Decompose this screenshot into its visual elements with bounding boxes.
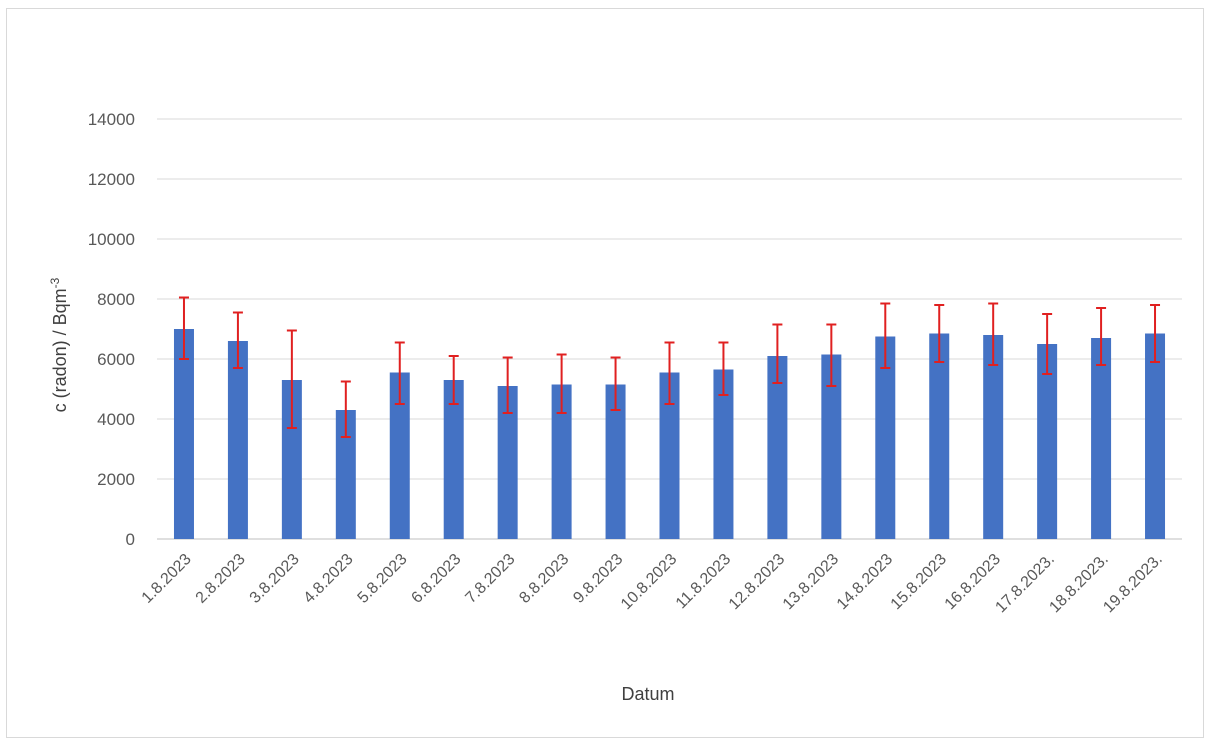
x-tick-labels: 1.8.20232.8.20233.8.20234.8.20235.8.2023…: [139, 551, 1166, 617]
bar: [173, 329, 194, 539]
x-tick-label: 14.8.2023: [834, 551, 896, 613]
y-axis-title-main: c (radon) / Bqm: [50, 288, 70, 412]
bar: [875, 336, 896, 539]
error-bar: [826, 323, 837, 387]
error-bar: [448, 355, 459, 405]
y-axis-title-superscript: -3: [48, 277, 62, 288]
error-bar: [664, 341, 675, 405]
error-bar: [1042, 313, 1053, 375]
y-tick-label: 12000: [88, 170, 135, 189]
y-tick-label: 6000: [97, 350, 135, 369]
error-bar: [988, 302, 999, 366]
gridlines: [157, 118, 1182, 540]
error-bar: [610, 356, 621, 411]
x-tick-label: 4.8.2023: [301, 551, 357, 607]
error-bar: [232, 311, 243, 369]
bar: [821, 354, 842, 539]
bars: [173, 329, 1166, 539]
bar: [605, 384, 626, 539]
error-bar: [178, 296, 189, 360]
error-bars: [178, 296, 1161, 438]
error-bar: [772, 323, 783, 384]
x-axis-title: Datum: [621, 684, 674, 704]
y-tick-label: 2000: [97, 470, 135, 489]
y-tick-labels: 0 2000 4000 6000 8000 10000 12000 14000: [88, 110, 135, 549]
y-tick-label: 14000: [88, 110, 135, 129]
bar: [1145, 333, 1166, 539]
y-axis-title: c (radon) / Bqm-3: [48, 277, 70, 412]
error-bar: [880, 302, 891, 369]
x-tick-label: 6.8.2023: [408, 551, 464, 607]
bar: [1091, 338, 1112, 539]
x-tick-label: 8.8.2023: [516, 551, 572, 607]
x-tick-label: 9.8.2023: [570, 551, 626, 607]
error-bar: [1150, 304, 1161, 363]
x-tick-label: 2.8.2023: [193, 551, 249, 607]
bar: [551, 384, 572, 539]
x-tick-label: 12.8.2023: [726, 551, 788, 613]
bar: [1037, 344, 1058, 539]
x-tick-label: 3.8.2023: [247, 551, 303, 607]
bar: [335, 410, 356, 539]
bar: [983, 335, 1004, 539]
bar: [389, 372, 410, 539]
bar: [929, 333, 950, 539]
bar: [281, 380, 302, 539]
bar: [767, 356, 788, 539]
y-tick-label: 8000: [97, 290, 135, 309]
bar: [443, 380, 464, 539]
x-tick-label: 13.8.2023: [780, 551, 842, 613]
x-tick-label: 5.8.2023: [355, 551, 411, 607]
x-tick-label: 10.8.2023: [618, 551, 680, 613]
error-bar: [556, 353, 567, 414]
bar: [227, 341, 248, 539]
error-bar: [340, 380, 351, 438]
x-tick-label: 1.8.2023: [139, 551, 195, 607]
x-tick-label: 11.8.2023: [673, 551, 735, 613]
error-bar: [286, 329, 297, 429]
y-tick-label: 0: [126, 530, 135, 549]
error-bar: [718, 341, 729, 396]
bar: [659, 372, 680, 539]
x-tick-label: 19.8.2023.: [1100, 551, 1165, 616]
chart-frame: [6, 8, 1204, 738]
error-bar: [394, 341, 405, 405]
error-bar: [1096, 307, 1107, 366]
error-bar: [502, 356, 513, 414]
y-tick-label: 4000: [97, 410, 135, 429]
error-bar: [934, 304, 945, 363]
y-tick-label: 10000: [88, 230, 135, 249]
bar: [713, 369, 734, 539]
x-tick-label: 7.8.2023: [462, 551, 518, 607]
x-tick-label: 15.8.2023: [888, 551, 950, 613]
bar: [497, 386, 518, 539]
